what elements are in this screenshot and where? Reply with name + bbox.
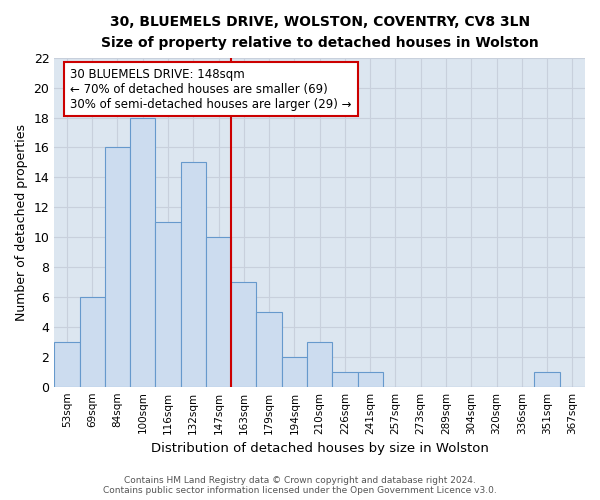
Title: 30, BLUEMELS DRIVE, WOLSTON, COVENTRY, CV8 3LN
Size of property relative to deta: 30, BLUEMELS DRIVE, WOLSTON, COVENTRY, C… xyxy=(101,15,539,50)
X-axis label: Distribution of detached houses by size in Wolston: Distribution of detached houses by size … xyxy=(151,442,488,455)
Y-axis label: Number of detached properties: Number of detached properties xyxy=(15,124,28,320)
Bar xyxy=(181,162,206,386)
Bar xyxy=(54,342,80,386)
Bar xyxy=(155,222,181,386)
Bar xyxy=(307,342,332,386)
Bar xyxy=(130,118,155,386)
Bar xyxy=(80,297,105,386)
Bar xyxy=(256,312,282,386)
Bar xyxy=(105,148,130,386)
Text: Contains HM Land Registry data © Crown copyright and database right 2024.
Contai: Contains HM Land Registry data © Crown c… xyxy=(103,476,497,495)
Bar xyxy=(332,372,358,386)
Bar xyxy=(282,357,307,386)
Bar xyxy=(358,372,383,386)
Bar xyxy=(206,237,231,386)
Bar xyxy=(231,282,256,387)
Text: 30 BLUEMELS DRIVE: 148sqm
← 70% of detached houses are smaller (69)
30% of semi-: 30 BLUEMELS DRIVE: 148sqm ← 70% of detac… xyxy=(70,68,352,110)
Bar xyxy=(535,372,560,386)
